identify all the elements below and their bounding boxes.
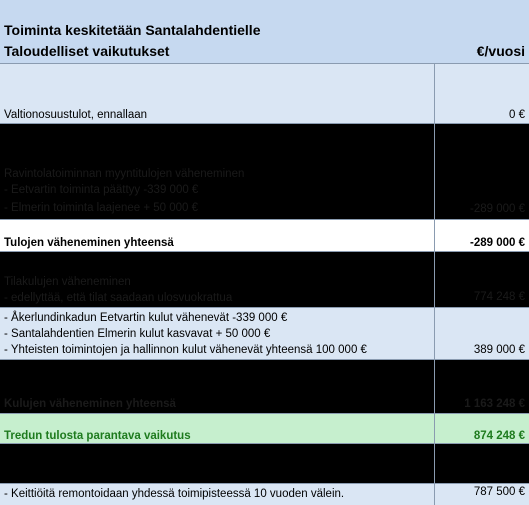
sheet-subtitle: Taloudelliset vaikutukset	[4, 43, 170, 59]
row-keittiot[interactable]: - Keittiöitä remontoidaan yhdessä toimip…	[0, 484, 529, 505]
sheet-title: Toiminta keskitetään Santalahdentielle	[4, 22, 261, 38]
cell-line: - Yhteisten toimintojen ja hallinnon kul…	[4, 344, 367, 356]
row-myyntitulot[interactable]: Ravintolatoiminnan myyntitulojen vähenem…	[0, 124, 529, 220]
cell-value: -289 000 €	[470, 237, 525, 249]
cell-label: Tilakulujen väheneminen	[4, 276, 131, 288]
cell-value: 787 500 €	[473, 486, 525, 498]
cell-value: -289 000 €	[470, 203, 525, 215]
row-tulosvaikutus[interactable]: Tredun tulosta parantava vaikutus 874 24…	[0, 414, 529, 444]
cell-line: - edellyttää, että tilat saadaan ulosvuo…	[4, 292, 233, 304]
cell-label: Tredun tulosta parantava vaikutus	[4, 430, 191, 442]
cell-line: - Åkerlundinkadun Eetvartin kulut vähene…	[4, 312, 288, 324]
cell-label: Valtionosuustulot, ennallaan	[4, 109, 148, 121]
cell-value: 774 248 €	[473, 291, 525, 303]
row-valtionosuus[interactable]: Valtionosuustulot, ennallaan 0 €	[0, 64, 529, 124]
row-tilakulut[interactable]: Tilakulujen väheneminen - edellyttää, et…	[0, 252, 529, 308]
cell-line: - Santalahdentien Elmerin kulut kasvavat…	[4, 328, 271, 340]
sheet-header: Toiminta keskitetään Santalahdentielle T…	[0, 0, 529, 64]
cell-label: Kulujen väheneminen yhteensä	[4, 398, 176, 410]
cell-value: 874 248 €	[473, 430, 525, 442]
cell-line: - Eetvartin toiminta päättyy -339 000 €	[4, 184, 199, 196]
cell-label: Ravintolatoiminnan myyntitulojen vähenem…	[4, 168, 245, 180]
row-kulut-yhteensa[interactable]: Kulujen väheneminen yhteensä 1 163 248 €	[0, 360, 529, 414]
cell-line: - Elmerin toiminta laajenee + 50 000 €	[4, 202, 199, 214]
row-empty	[0, 444, 529, 484]
row-kulut-erittely[interactable]: - Åkerlundinkadun Eetvartin kulut vähene…	[0, 308, 529, 360]
cell-value: 1 163 248 €	[464, 398, 525, 410]
unit-label: €/vuosi	[476, 43, 525, 59]
cell-value: 389 000 €	[473, 344, 525, 356]
cell-label: - Keittiöitä remontoidaan yhdessä toimip…	[4, 488, 345, 500]
cell-label: Tulojen väheneminen yhteensä	[4, 237, 174, 249]
cell-value: 0 €	[509, 109, 525, 121]
row-tulot-yhteensa[interactable]: Tulojen väheneminen yhteensä -289 000 €	[0, 220, 529, 252]
